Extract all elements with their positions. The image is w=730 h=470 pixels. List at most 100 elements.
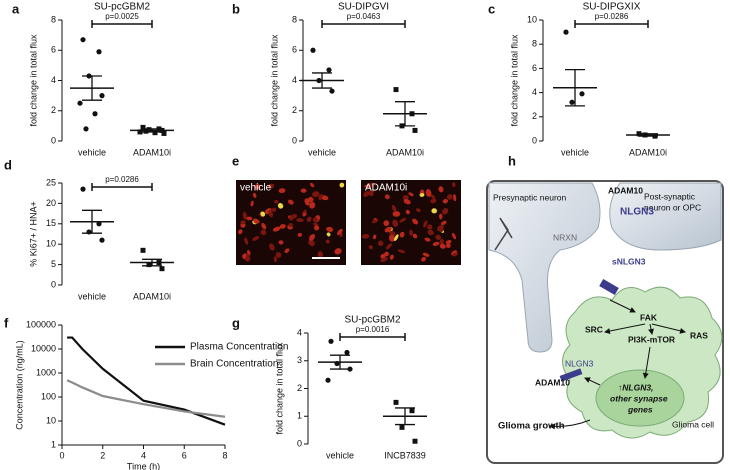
- x-axis-label: Time (h): [127, 461, 160, 470]
- y-tick-label: 5: [51, 259, 56, 269]
- cell: [415, 208, 421, 213]
- cell: [452, 182, 456, 188]
- data-point: [579, 91, 585, 97]
- presynaptic-neuron: [488, 182, 601, 353]
- cell: [272, 226, 281, 232]
- diagram-text: sNLGN3: [612, 256, 646, 266]
- x-tick-label: ADAM10i: [133, 291, 171, 301]
- arrow: [584, 377, 601, 386]
- y-tick-label: 8: [532, 39, 537, 49]
- cell: [246, 250, 251, 255]
- series-line: [67, 336, 226, 426]
- cell: [284, 248, 290, 253]
- cell: [445, 239, 452, 245]
- cell: [307, 196, 314, 203]
- cell: [308, 239, 315, 247]
- cell: [446, 243, 451, 249]
- p-value: p=0.0286: [105, 175, 139, 184]
- arrow: [604, 323, 646, 334]
- data-point: [137, 129, 143, 135]
- arrow: [651, 323, 686, 334]
- cell: [364, 184, 372, 188]
- postsynaptic-neuron: [609, 182, 722, 251]
- data-point: [77, 100, 83, 106]
- cell: [440, 220, 447, 226]
- data-point: [80, 186, 86, 192]
- panel-letter: d: [4, 157, 12, 172]
- arrow: [609, 299, 636, 313]
- cell: [238, 229, 243, 235]
- micrograph-label: ADAM10i: [365, 183, 407, 194]
- significance-bracket: [321, 20, 406, 28]
- data-point: [393, 399, 399, 405]
- y-tick-label: 10: [46, 239, 56, 249]
- chart-title: SU-DIPGXIX: [583, 2, 641, 13]
- x-tick-label: 0: [59, 450, 64, 460]
- chart-title: SU-pcGBM2: [94, 2, 151, 13]
- data-point: [569, 99, 575, 105]
- diagram-text: other synapse: [610, 393, 668, 403]
- cell: [439, 238, 444, 245]
- cell: [325, 239, 330, 244]
- cell: [386, 243, 392, 250]
- cell: [309, 201, 316, 209]
- spike-icon: [494, 217, 513, 251]
- cell: [399, 217, 407, 223]
- cell: [261, 222, 267, 230]
- cell: [392, 210, 401, 217]
- x-tick-label: 8: [222, 450, 227, 460]
- cell: [427, 224, 433, 230]
- cell: [405, 209, 410, 215]
- diagram-text: ADAM10: [535, 377, 570, 387]
- cell: [274, 199, 279, 204]
- data-point: [161, 130, 167, 136]
- cell: [372, 234, 377, 240]
- micrograph-panel: e vehicle ADAM10i: [232, 153, 461, 265]
- cell: [408, 192, 414, 197]
- y-tick-label: 2: [297, 383, 302, 393]
- cell: [412, 233, 418, 239]
- panel-letter: e: [232, 153, 239, 168]
- cell: [363, 191, 370, 197]
- data-point: [159, 266, 165, 272]
- x-tick-label: ADAM10i: [629, 147, 667, 157]
- y-tick-label: 0: [532, 135, 537, 145]
- cell: [391, 205, 397, 212]
- cell: [289, 216, 294, 221]
- diagram-text: Glioma cell: [672, 419, 714, 429]
- nlgn3-icon: [559, 368, 583, 382]
- y-tick-label: 10: [46, 415, 56, 425]
- cell: [442, 208, 449, 215]
- y-axis-label: % Ki67+ / HNA+: [28, 201, 38, 267]
- cell: [425, 189, 432, 197]
- cell: [371, 219, 378, 224]
- cell: [339, 182, 345, 188]
- y-tick-label: 0: [51, 135, 56, 145]
- data-point: [399, 424, 405, 430]
- cell: [302, 212, 307, 217]
- y-tick-label: 0: [292, 135, 297, 145]
- cell: [412, 218, 419, 225]
- data-point: [409, 408, 415, 414]
- x-tick-label: vehicle: [78, 291, 106, 301]
- data-point: [412, 127, 418, 133]
- y-tick-label: 25: [46, 177, 56, 187]
- data-point: [344, 349, 350, 356]
- data-point: [328, 338, 334, 344]
- data-point: [96, 49, 102, 55]
- diagram-text: ↑NLGN3,: [618, 382, 653, 392]
- cell: [318, 194, 323, 201]
- diagram-text: RAS: [690, 330, 708, 340]
- diagram-text: NLGN3: [565, 358, 594, 368]
- y-axis-label: fold change in total flux: [274, 342, 284, 435]
- x-tick-label: 2: [100, 450, 105, 460]
- x-tick-label: vehicle: [326, 450, 354, 460]
- chart-title: SU-DIPGVI: [338, 2, 389, 13]
- panel-letter: c: [488, 1, 495, 16]
- significance-bracket: [91, 183, 153, 191]
- cell: [287, 199, 294, 205]
- cell: [389, 254, 394, 260]
- cell: [277, 203, 284, 209]
- data-point: [99, 93, 105, 99]
- cell: [334, 248, 342, 255]
